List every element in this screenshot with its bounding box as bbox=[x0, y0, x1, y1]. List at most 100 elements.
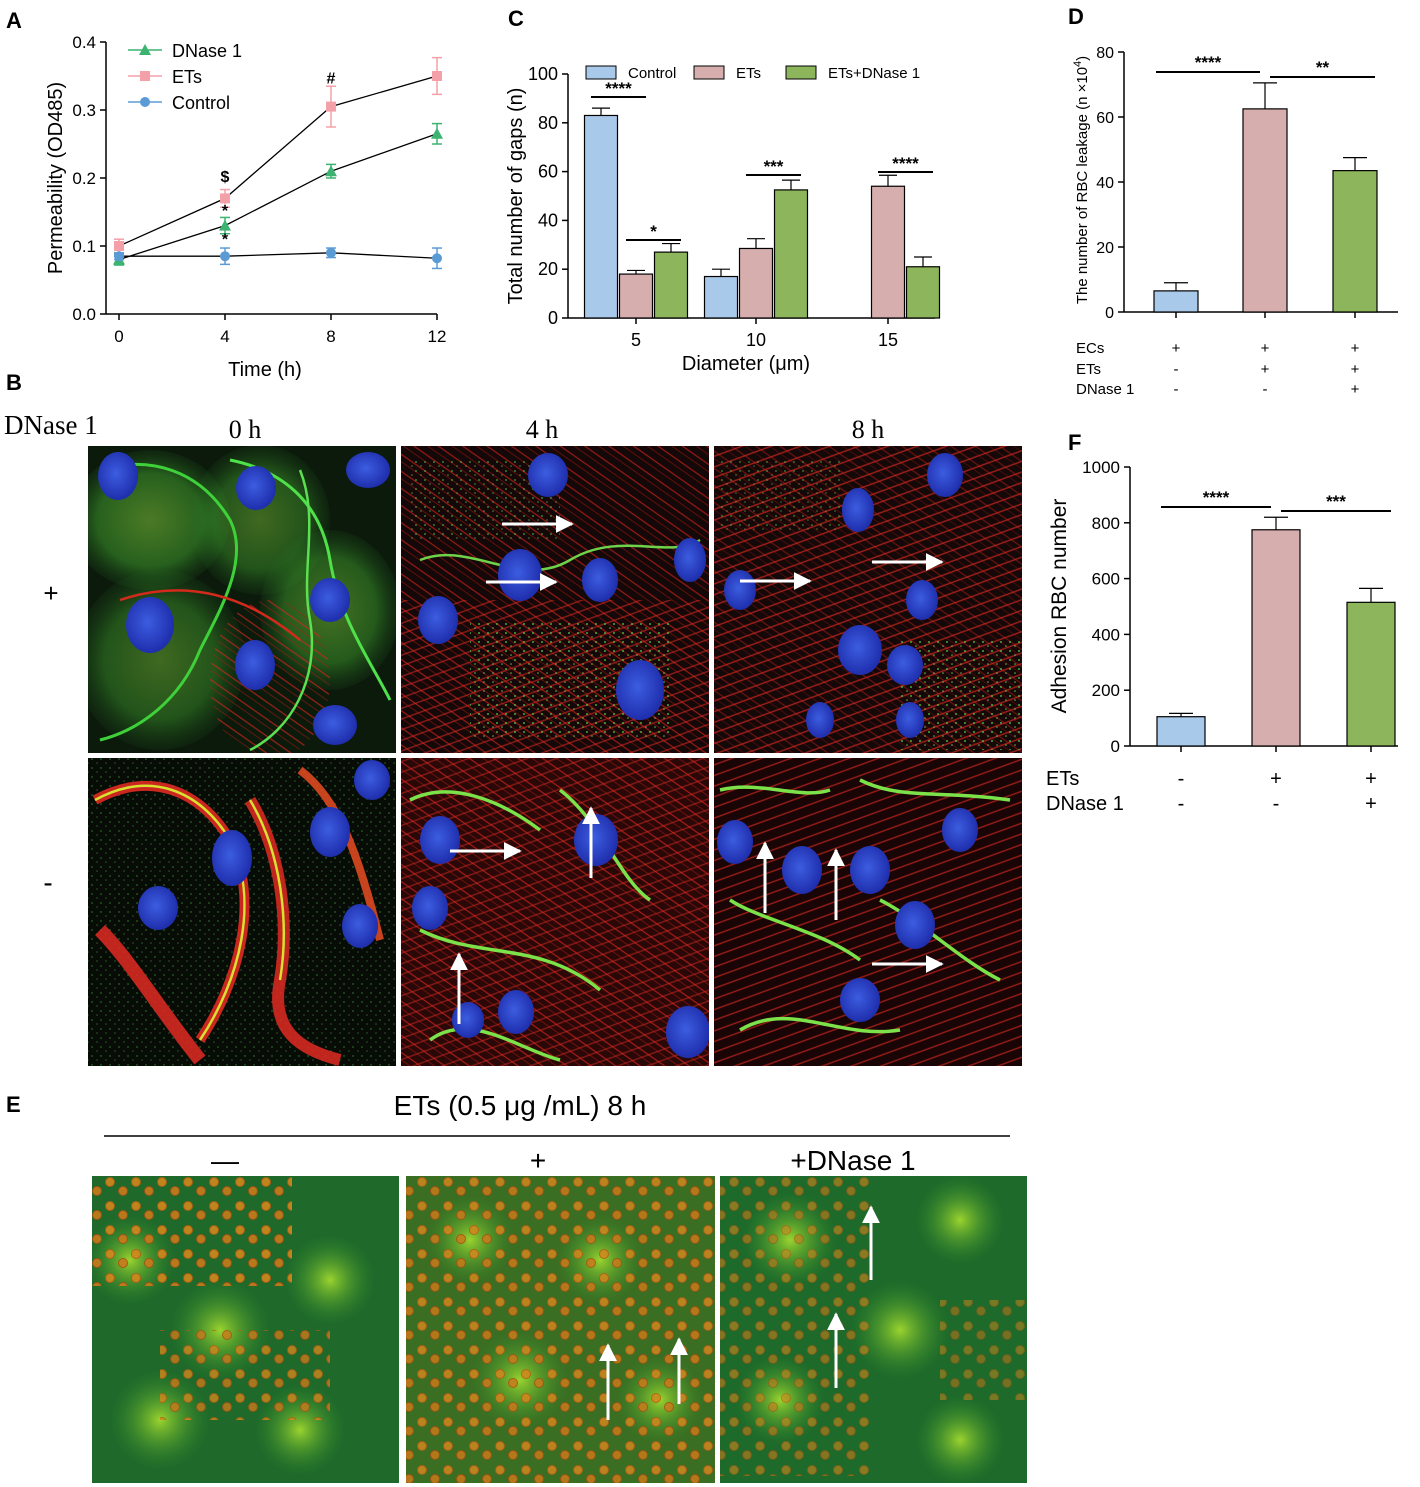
panel-label-e: E bbox=[6, 1092, 21, 1117]
significance-marker: * bbox=[222, 203, 229, 220]
significance-marker: $ bbox=[221, 169, 230, 186]
x-axis-label: Time (h) bbox=[228, 359, 302, 381]
significance-label: ** bbox=[1316, 58, 1330, 77]
significance-label: **** bbox=[892, 154, 919, 173]
bar bbox=[1153, 290, 1199, 313]
micrograph-dnase-plus-8h bbox=[714, 446, 1022, 753]
bar bbox=[1156, 716, 1206, 747]
data-point bbox=[220, 193, 230, 204]
x-tick-label: 12 bbox=[428, 327, 447, 346]
condition-sign: + bbox=[1270, 768, 1282, 790]
condition-sign: - bbox=[1273, 793, 1280, 815]
bar bbox=[618, 273, 654, 319]
condition-sign: + bbox=[1351, 381, 1360, 398]
condition-row-label: ETs bbox=[1076, 361, 1101, 378]
data-point bbox=[432, 253, 442, 264]
bar bbox=[583, 114, 619, 319]
x-tick-label: 4 bbox=[220, 327, 229, 346]
condition-row-label: ETs bbox=[1046, 768, 1079, 790]
y-axis-label: Adhesion RBC number bbox=[1048, 499, 1071, 714]
panel-label-b: B bbox=[6, 370, 22, 395]
y-axis-label: The number of RBC leakage (n ×104) bbox=[1072, 56, 1091, 304]
y-tick-label: 1000 bbox=[1082, 458, 1120, 477]
micrograph-dnase-plus-0h bbox=[88, 446, 396, 753]
bar bbox=[1332, 170, 1378, 313]
bar bbox=[773, 189, 809, 319]
data-point bbox=[325, 165, 337, 177]
legend-swatch bbox=[785, 65, 817, 80]
condition-sign: - bbox=[1178, 793, 1185, 815]
significance-label: *** bbox=[1326, 492, 1346, 511]
condition-sign: - bbox=[1178, 768, 1185, 790]
panel-label-d: D bbox=[1068, 4, 1084, 29]
micrograph-dnase-minus-4h bbox=[401, 758, 709, 1066]
y-tick-label: 60 bbox=[1096, 110, 1114, 127]
y-tick-label: 0.1 bbox=[72, 237, 96, 256]
data-point bbox=[219, 219, 231, 231]
condition-sign: - bbox=[1263, 381, 1268, 398]
legend-label: ETs bbox=[736, 65, 761, 82]
data-point bbox=[114, 241, 124, 251]
y-tick-label: 0 bbox=[548, 308, 558, 328]
legend-label: ETs+DNase 1 bbox=[828, 65, 920, 82]
y-tick-label: 400 bbox=[1092, 625, 1120, 644]
legend-label: ETs bbox=[172, 67, 202, 87]
legend-marker bbox=[139, 44, 151, 55]
x-tick-label: 15 bbox=[878, 330, 898, 350]
panel-b-row-header: DNase 1 bbox=[4, 410, 98, 440]
panel-e-title: ETs (0.5 μg /mL) 8 h bbox=[394, 1090, 647, 1121]
micrograph-dnase-minus-8h bbox=[714, 758, 1022, 1066]
y-tick-label: 0.2 bbox=[72, 169, 96, 188]
y-tick-label: 0.3 bbox=[72, 101, 96, 120]
significance-label: **** bbox=[1203, 488, 1230, 507]
condition-sign: + bbox=[1172, 340, 1181, 357]
legend-marker bbox=[140, 71, 150, 81]
panel-b-col-8h: 8 h bbox=[852, 415, 885, 444]
y-tick-label: 20 bbox=[1096, 240, 1114, 257]
y-tick-label: 0 bbox=[1111, 737, 1120, 756]
data-point bbox=[432, 71, 442, 81]
y-tick-label: 60 bbox=[538, 162, 558, 182]
panel-e-col-ets-dnase: +DNase 1 bbox=[790, 1145, 915, 1176]
panel-e-col-ets: + bbox=[530, 1145, 546, 1176]
y-tick-label: 100 bbox=[528, 64, 558, 84]
bar bbox=[905, 266, 941, 319]
condition-sign: - bbox=[1174, 361, 1179, 378]
condition-sign: + bbox=[1351, 340, 1360, 357]
significance-marker: # bbox=[327, 70, 336, 87]
legend-label: Control bbox=[172, 93, 230, 113]
panel-b-col-0h: 0 h bbox=[229, 415, 262, 444]
panel-label-c: C bbox=[508, 6, 524, 31]
condition-row-label: DNase 1 bbox=[1076, 381, 1134, 398]
condition-sign: + bbox=[1365, 793, 1377, 815]
legend-swatch bbox=[693, 65, 725, 80]
condition-row-label: ECs bbox=[1076, 340, 1104, 357]
bar bbox=[653, 251, 689, 319]
micrograph-dnase-plus-4h bbox=[401, 446, 709, 753]
y-tick-label: 80 bbox=[538, 113, 558, 133]
bar bbox=[870, 185, 906, 319]
significance-label: **** bbox=[1195, 53, 1222, 72]
data-point bbox=[431, 127, 443, 139]
significance-label: *** bbox=[764, 157, 784, 176]
x-axis-label: Diameter (μm) bbox=[682, 353, 810, 375]
data-point bbox=[326, 247, 336, 258]
legend-swatch bbox=[585, 65, 617, 80]
panel-b-col-4h: 4 h bbox=[526, 415, 559, 444]
y-tick-label: 40 bbox=[1096, 175, 1114, 192]
y-tick-label: 600 bbox=[1092, 570, 1120, 589]
significance-label: **** bbox=[605, 79, 632, 98]
y-tick-label: 200 bbox=[1092, 681, 1120, 700]
micrograph-dnase-minus-0h bbox=[88, 758, 396, 1066]
series-line bbox=[118, 75, 438, 247]
x-tick-label: 0 bbox=[114, 327, 123, 346]
x-tick-label: 5 bbox=[631, 330, 641, 350]
bar bbox=[1346, 601, 1396, 747]
y-tick-label: 0.0 bbox=[72, 305, 96, 324]
y-tick-label: 80 bbox=[1096, 45, 1114, 62]
legend-label: DNase 1 bbox=[172, 41, 242, 61]
data-point bbox=[326, 101, 336, 112]
bar bbox=[1242, 108, 1288, 313]
